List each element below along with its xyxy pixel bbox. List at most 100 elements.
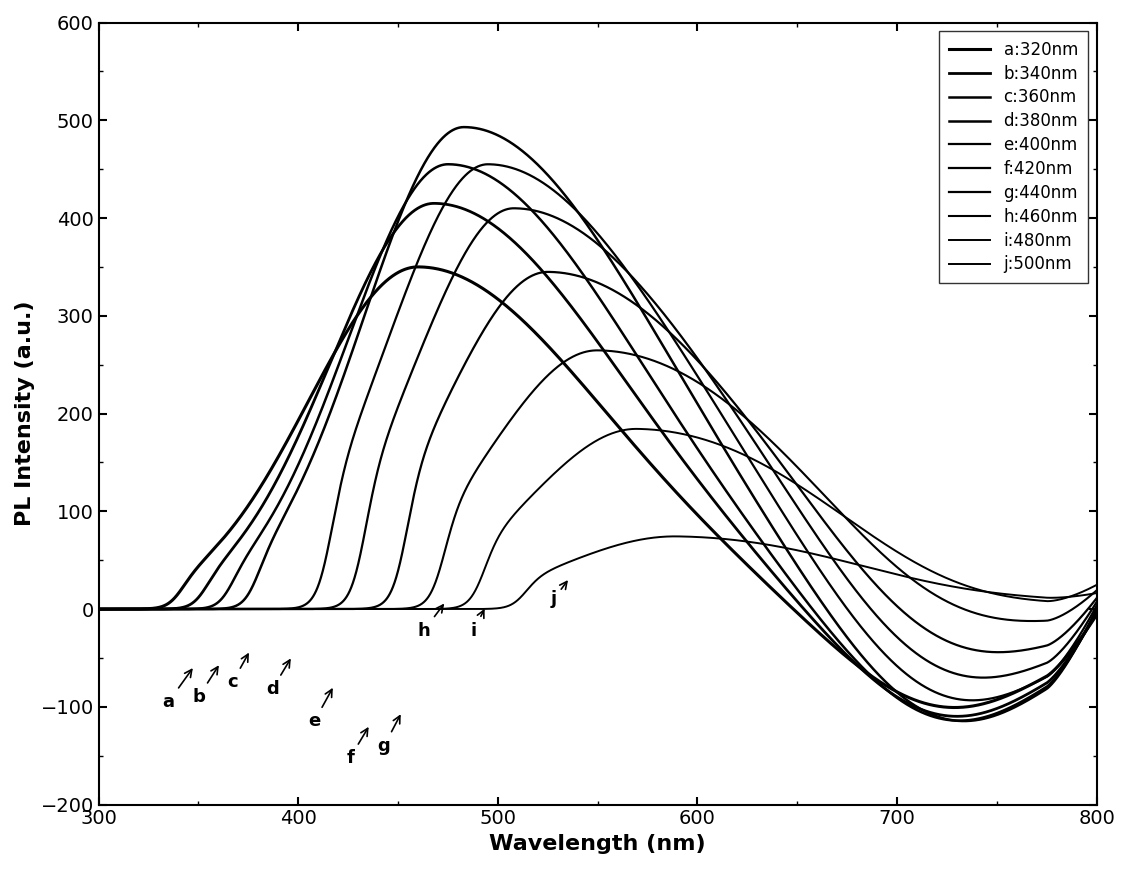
h:460nm — [1025, 616, 1038, 627]
f:420nm — [468, 233, 481, 243]
Text: j: j — [550, 581, 567, 608]
h:460nm — [329, 604, 342, 614]
a:320nm — [539, 339, 553, 349]
Line: d:380nm: d:380nm — [98, 127, 1096, 721]
f:420nm — [1089, 597, 1103, 607]
Text: a: a — [163, 669, 192, 711]
j:500nm — [468, 604, 481, 614]
f:420nm — [976, 673, 990, 683]
b:340nm — [92, 604, 105, 614]
a:320nm — [92, 604, 105, 614]
j:500nm — [329, 604, 342, 614]
j:500nm — [1089, 588, 1103, 599]
b:340nm — [329, 345, 342, 355]
g:440nm — [323, 604, 337, 614]
b:340nm — [427, 198, 441, 209]
e:400nm — [92, 604, 105, 614]
i:480nm — [92, 604, 105, 614]
f:420nm — [334, 598, 348, 608]
b:340nm — [334, 333, 348, 343]
Line: j:500nm: j:500nm — [98, 536, 1096, 609]
i:480nm — [367, 604, 381, 614]
h:460nm — [92, 604, 105, 614]
b:340nm — [950, 711, 964, 721]
j:500nm — [334, 604, 348, 614]
f:420nm — [329, 601, 342, 612]
e:400nm — [481, 159, 495, 169]
i:480nm — [334, 604, 348, 614]
g:440nm — [539, 267, 553, 277]
a:320nm — [1083, 621, 1096, 632]
Line: a:320nm: a:320nm — [98, 267, 1096, 707]
j:500nm — [1083, 589, 1096, 600]
a:320nm — [468, 278, 481, 289]
f:420nm — [1083, 609, 1096, 620]
i:480nm — [329, 604, 342, 614]
c:360nm — [1083, 620, 1096, 631]
g:440nm — [329, 604, 342, 614]
Line: h:460nm: h:460nm — [98, 350, 1096, 621]
h:460nm — [334, 604, 348, 614]
a:320nm — [1089, 610, 1103, 620]
Text: c: c — [227, 654, 249, 692]
d:380nm — [92, 604, 105, 614]
d:380nm — [957, 716, 971, 726]
c:360nm — [329, 368, 342, 378]
i:480nm — [539, 476, 553, 487]
Text: d: d — [266, 660, 290, 698]
f:420nm — [92, 604, 105, 614]
Line: b:340nm: b:340nm — [98, 203, 1096, 716]
g:440nm — [1083, 602, 1096, 613]
Line: g:440nm: g:440nm — [98, 272, 1096, 653]
a:320nm — [948, 702, 962, 713]
d:380nm — [458, 122, 471, 132]
Line: e:400nm: e:400nm — [98, 164, 1096, 700]
b:340nm — [539, 270, 553, 281]
j:500nm — [424, 604, 437, 614]
i:480nm — [323, 604, 337, 614]
g:440nm — [992, 647, 1006, 658]
e:400nm — [539, 180, 553, 190]
e:400nm — [334, 479, 348, 489]
Text: i: i — [471, 610, 484, 640]
e:400nm — [965, 695, 979, 706]
d:380nm — [329, 393, 342, 403]
b:340nm — [1089, 607, 1103, 618]
c:360nm — [1089, 606, 1103, 616]
c:360nm — [953, 715, 966, 726]
h:460nm — [1083, 592, 1096, 602]
Text: h: h — [418, 605, 443, 640]
e:400nm — [329, 504, 342, 514]
f:420nm — [539, 209, 553, 219]
Line: c:360nm: c:360nm — [98, 164, 1096, 720]
j:500nm — [668, 531, 681, 541]
e:400nm — [1089, 600, 1103, 611]
g:440nm — [334, 604, 348, 614]
i:480nm — [1083, 584, 1096, 594]
h:460nm — [590, 345, 603, 355]
g:440nm — [1089, 593, 1103, 603]
i:480nm — [1089, 580, 1103, 590]
c:360nm — [539, 221, 553, 231]
g:440nm — [468, 341, 481, 351]
i:480nm — [629, 424, 643, 434]
c:360nm — [323, 381, 337, 392]
a:320nm — [334, 336, 348, 347]
X-axis label: Wavelength (nm): Wavelength (nm) — [489, 834, 706, 854]
a:320nm — [323, 355, 337, 366]
f:420nm — [323, 602, 337, 613]
e:400nm — [468, 163, 481, 173]
h:460nm — [1089, 585, 1103, 595]
a:320nm — [329, 346, 342, 356]
h:460nm — [468, 468, 481, 478]
a:320nm — [411, 262, 425, 272]
Text: e: e — [308, 689, 332, 731]
j:500nm — [323, 604, 337, 614]
Text: b: b — [192, 667, 218, 706]
h:460nm — [539, 372, 553, 382]
j:500nm — [539, 567, 553, 578]
d:380nm — [1089, 604, 1103, 614]
h:460nm — [323, 604, 337, 614]
f:420nm — [507, 203, 521, 214]
Line: i:480nm: i:480nm — [98, 429, 1096, 609]
